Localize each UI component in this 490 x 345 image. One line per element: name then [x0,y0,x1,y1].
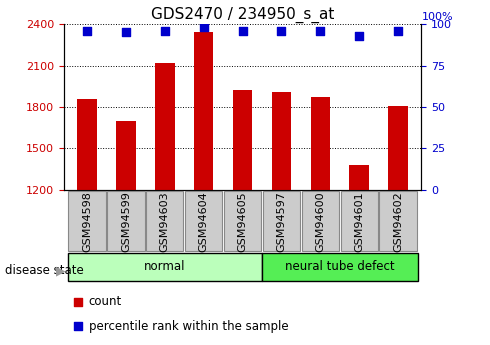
FancyBboxPatch shape [146,191,183,250]
Point [74,299,82,305]
Point [394,28,402,33]
FancyBboxPatch shape [185,191,222,250]
Text: count: count [89,295,122,308]
Bar [77,99,97,190]
Text: GSM94598: GSM94598 [82,191,92,253]
Bar [155,63,174,190]
FancyBboxPatch shape [107,191,145,250]
FancyBboxPatch shape [379,191,416,250]
FancyBboxPatch shape [341,191,378,250]
FancyBboxPatch shape [263,191,300,250]
Bar [311,97,330,190]
FancyBboxPatch shape [302,191,339,250]
Title: GDS2470 / 234950_s_at: GDS2470 / 234950_s_at [151,7,334,23]
Text: GSM94601: GSM94601 [354,191,364,252]
Point [74,323,82,329]
Point [355,33,363,39]
FancyBboxPatch shape [69,191,106,250]
FancyBboxPatch shape [262,253,417,282]
Text: GSM94597: GSM94597 [276,191,287,253]
Point [317,28,324,33]
Text: GSM94602: GSM94602 [393,191,403,252]
Point [200,25,208,30]
Bar [389,106,408,190]
Bar [272,92,291,190]
Point [161,28,169,33]
Point [122,30,130,35]
Point [277,28,285,33]
Text: GSM94600: GSM94600 [315,191,325,252]
Text: GSM94599: GSM94599 [121,191,131,253]
Bar [194,32,213,190]
Text: GSM94604: GSM94604 [198,191,209,252]
Point [239,28,246,33]
FancyBboxPatch shape [224,191,261,250]
Text: normal: normal [144,260,186,273]
Point [83,28,91,33]
Text: GSM94603: GSM94603 [160,191,170,252]
Bar [233,90,252,190]
Text: GSM94605: GSM94605 [238,191,247,252]
Text: ▶: ▶ [56,264,66,277]
Bar [349,165,369,190]
Text: percentile rank within the sample: percentile rank within the sample [89,319,288,333]
Text: disease state: disease state [5,264,84,277]
Bar [116,121,136,190]
FancyBboxPatch shape [68,253,262,282]
Text: neural tube defect: neural tube defect [285,260,394,273]
Text: 100%: 100% [421,12,453,22]
